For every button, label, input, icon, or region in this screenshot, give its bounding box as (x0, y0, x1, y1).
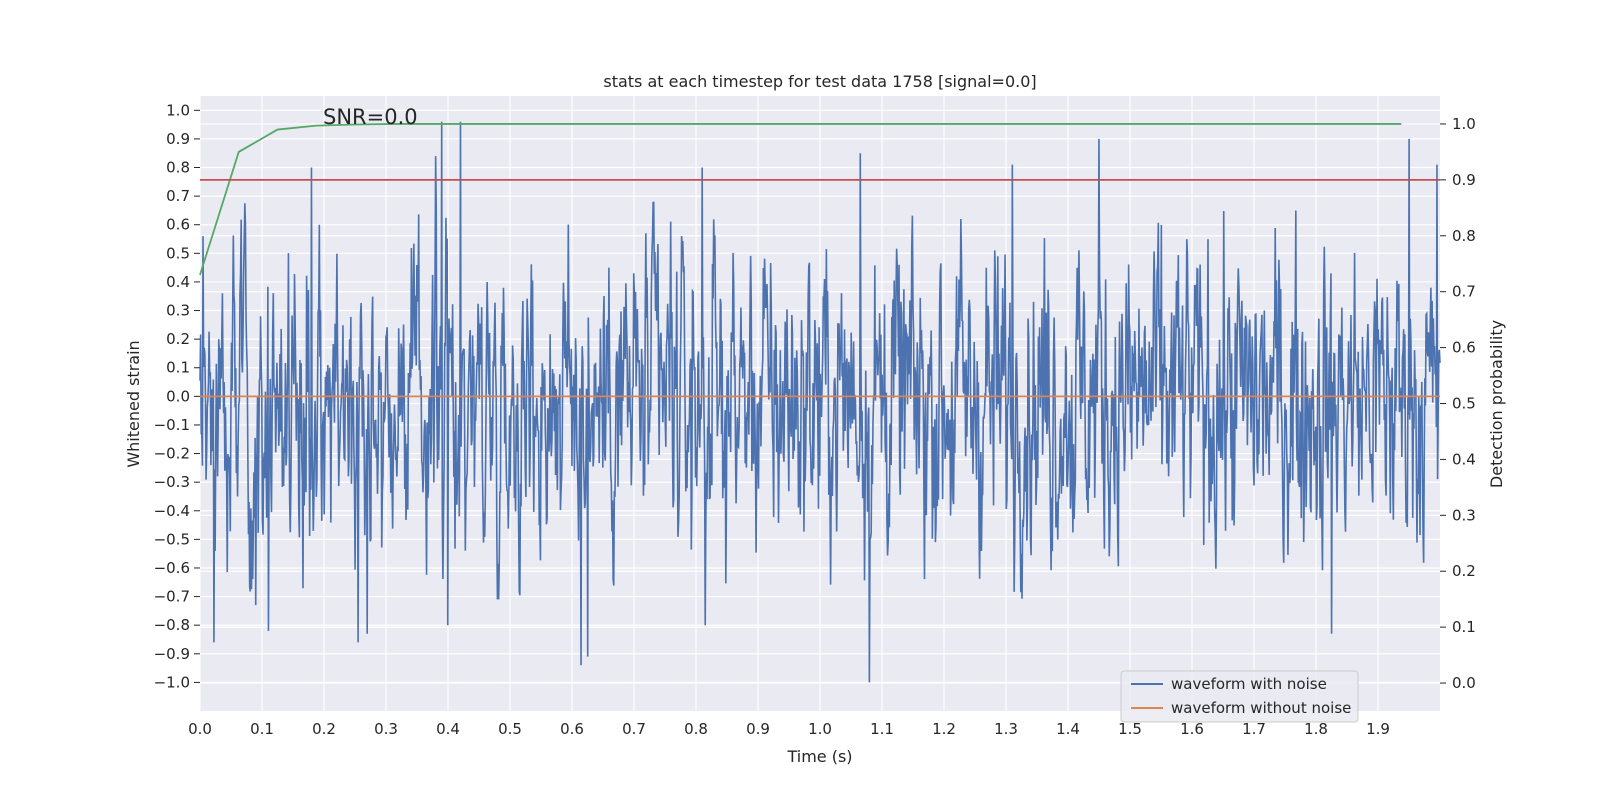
x-axis-label: Time (s) (786, 747, 852, 766)
y-tick-label: 0.0 (166, 387, 190, 405)
y-tick-label: 0.8 (166, 159, 190, 177)
x-tick-label: 1.1 (870, 720, 894, 738)
y-tick-label: 0.3 (166, 302, 190, 320)
x-tick-label: 1.0 (808, 720, 832, 738)
y-tick-label: 0.2 (166, 330, 190, 348)
y-tick-label: −0.5 (154, 530, 190, 548)
x-tick-label: 0.8 (684, 720, 708, 738)
y-tick-label: 0.9 (166, 130, 190, 148)
y-tick-label: −0.7 (154, 588, 190, 606)
y-tick-label: 1.0 (166, 101, 190, 119)
x-tick-label: 1.8 (1304, 720, 1328, 738)
x-tick-label: 1.5 (1118, 720, 1142, 738)
legend-label-noise: waveform with noise (1171, 675, 1327, 693)
y2-tick-label: 0.2 (1452, 562, 1476, 580)
legend-label-clean: waveform without noise (1171, 699, 1351, 717)
x-tick-label: 0.9 (746, 720, 770, 738)
x-axis-ticks: 0.0 0.1 0.2 0.3 0.4 0.5 0.6 0.7 0.8 0.9 1.0 1.1 1.2 1… (188, 720, 1390, 738)
legend: waveform with noise waveform without noi… (1120, 670, 1359, 723)
y-tick-label: 0.1 (166, 359, 190, 377)
waveform-with-noise-series (199, 121, 1441, 683)
y2-tick-label: 0.8 (1452, 227, 1476, 245)
x-tick-label: 0.2 (312, 720, 336, 738)
y2-axis-label: Detection probability (1487, 320, 1506, 488)
y2-tick-label: 0.7 (1452, 283, 1476, 301)
y2-tick-label: 0.6 (1452, 339, 1476, 357)
y-tick-label: −0.4 (154, 502, 190, 520)
x-tick-label: 1.3 (994, 720, 1018, 738)
y-tick-label: −0.2 (154, 445, 190, 463)
y2-tick-label: 0.5 (1452, 395, 1476, 413)
x-tick-label: 0.6 (560, 720, 584, 738)
x-tick-label: 0.7 (622, 720, 646, 738)
waveform-with-noise-line (199, 121, 1441, 683)
y-tick-label: 0.4 (166, 273, 190, 291)
x-tick-label: 1.2 (932, 720, 956, 738)
snr-annotation: SNR=0.0 (323, 105, 418, 129)
y-tick-label: −0.9 (154, 645, 190, 663)
overlay-lines (199, 123, 1440, 398)
y-tick-label: −0.1 (154, 416, 190, 434)
legend-box (1120, 670, 1359, 723)
y-axis-ticks: 1.0 0.9 0.8 0.7 0.6 0.5 0.4 0.3 0.2 0.1 0.0 −0.1 −0.… (154, 101, 200, 691)
x-tick-label: 0.4 (436, 720, 460, 738)
x-tick-label: 1.4 (1056, 720, 1080, 738)
y2-tick-label: 0.4 (1452, 450, 1476, 468)
detection-probability-line (199, 123, 1402, 276)
x-tick-label: 1.7 (1242, 720, 1266, 738)
x-tick-label: 1.6 (1180, 720, 1204, 738)
x-tick-label: 0.3 (374, 720, 398, 738)
y2-tick-label: 0.0 (1452, 674, 1476, 692)
y-axis-label: Whitened strain (124, 340, 143, 467)
y2-tick-label: 1.0 (1452, 115, 1476, 133)
x-tick-label: 0.0 (188, 720, 212, 738)
y-tick-label: 0.7 (166, 187, 190, 205)
y2-tick-label: 0.3 (1452, 506, 1476, 524)
y-tick-label: −0.8 (154, 616, 190, 634)
x-tick-label: 0.5 (498, 720, 522, 738)
y2-axis-ticks: 1.0 0.9 0.8 0.7 0.6 0.5 0.4 0.3 0.2 0.1 0.0 (1440, 115, 1476, 692)
x-tick-label: 0.1 (250, 720, 274, 738)
y2-tick-label: 0.1 (1452, 618, 1476, 636)
y-tick-label: −0.3 (154, 473, 190, 491)
y-tick-label: 0.5 (166, 244, 190, 262)
x-tick-label: 1.9 (1366, 720, 1390, 738)
y2-tick-label: 0.9 (1452, 171, 1476, 189)
y-tick-label: −0.6 (154, 559, 190, 577)
y-tick-label: −1.0 (154, 673, 190, 691)
y-tick-label: 0.6 (166, 216, 190, 234)
chart-title: stats at each timestep for test data 175… (603, 72, 1036, 91)
